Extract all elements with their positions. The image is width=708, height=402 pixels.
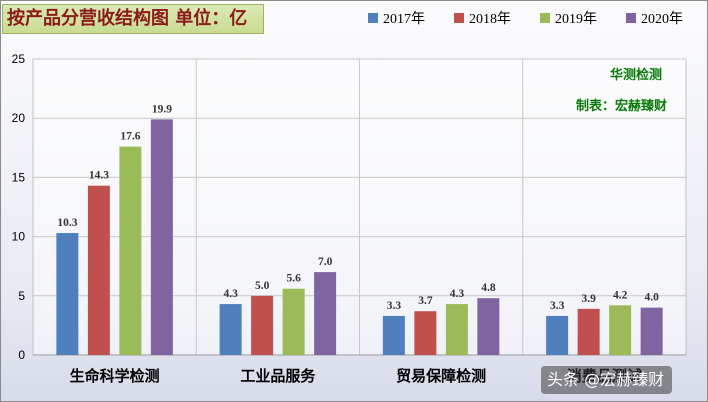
bar <box>414 311 437 355</box>
data-label: 4.0 <box>644 292 659 304</box>
bar <box>445 304 468 355</box>
data-label: 4.8 <box>481 282 496 294</box>
bar <box>119 146 142 355</box>
bar <box>219 304 242 355</box>
data-label: 7.0 <box>318 256 333 268</box>
category-label: 贸易保障检测 <box>396 367 486 385</box>
watermark: 头条 @宏赫臻财 <box>541 366 673 394</box>
y-tick-label: 10 <box>12 230 26 244</box>
gridlines <box>33 58 686 356</box>
data-label: 14.3 <box>89 170 109 182</box>
data-labels: 10.3 14.3 17.6 19.9 4.3 5.0 5.6 7.0 3.3 3.7 4.3 4.8… <box>57 103 659 312</box>
bar <box>609 305 632 355</box>
legend-label: 2020年 <box>641 11 683 27</box>
category-label: 工业品服务 <box>240 367 316 385</box>
bar <box>640 307 663 355</box>
data-label: 19.9 <box>152 103 172 115</box>
data-label: 3.3 <box>550 300 565 312</box>
legend-swatch <box>540 13 550 23</box>
chart-title: 按产品分营收结构图 单位：亿 <box>2 4 264 34</box>
data-label: 10.3 <box>57 217 77 229</box>
y-tick-label: 20 <box>12 111 26 125</box>
y-axis-ticks: 0 5 10 15 20 25 <box>12 52 26 362</box>
bar <box>150 119 173 355</box>
bar <box>251 295 274 355</box>
data-label: 3.3 <box>387 300 402 312</box>
bar <box>56 233 79 355</box>
bar <box>87 185 110 355</box>
bar <box>546 315 569 355</box>
data-label: 3.9 <box>581 293 596 305</box>
bar <box>282 288 305 355</box>
data-label: 17.6 <box>120 131 140 143</box>
category-label: 生命科学检测 <box>70 367 160 385</box>
legend-swatch <box>454 13 464 23</box>
annotation-credit: 制表：宏赫臻财 <box>576 98 667 114</box>
data-label: 5.0 <box>255 280 270 292</box>
annotation-company: 华测检测 <box>610 67 662 83</box>
bar <box>477 298 500 355</box>
bars <box>56 119 663 355</box>
data-label: 3.7 <box>418 295 433 307</box>
legend-swatch <box>626 13 636 23</box>
bar <box>577 308 600 355</box>
legend: 2017年 2018年 2019年 2020年 <box>368 11 683 27</box>
legend-swatch <box>368 13 378 23</box>
data-label: 4.2 <box>613 289 628 301</box>
y-tick-label: 5 <box>18 289 25 303</box>
data-label: 5.6 <box>286 273 301 285</box>
bar <box>382 315 405 355</box>
legend-label: 2018年 <box>469 11 511 27</box>
data-label: 4.3 <box>223 288 238 300</box>
y-tick-label: 25 <box>12 52 26 66</box>
bar <box>314 272 337 355</box>
y-tick-label: 0 <box>18 348 25 362</box>
legend-label: 2019年 <box>555 11 597 27</box>
legend-label: 2017年 <box>383 11 425 27</box>
data-label: 4.3 <box>450 288 465 300</box>
y-tick-label: 15 <box>12 170 26 184</box>
